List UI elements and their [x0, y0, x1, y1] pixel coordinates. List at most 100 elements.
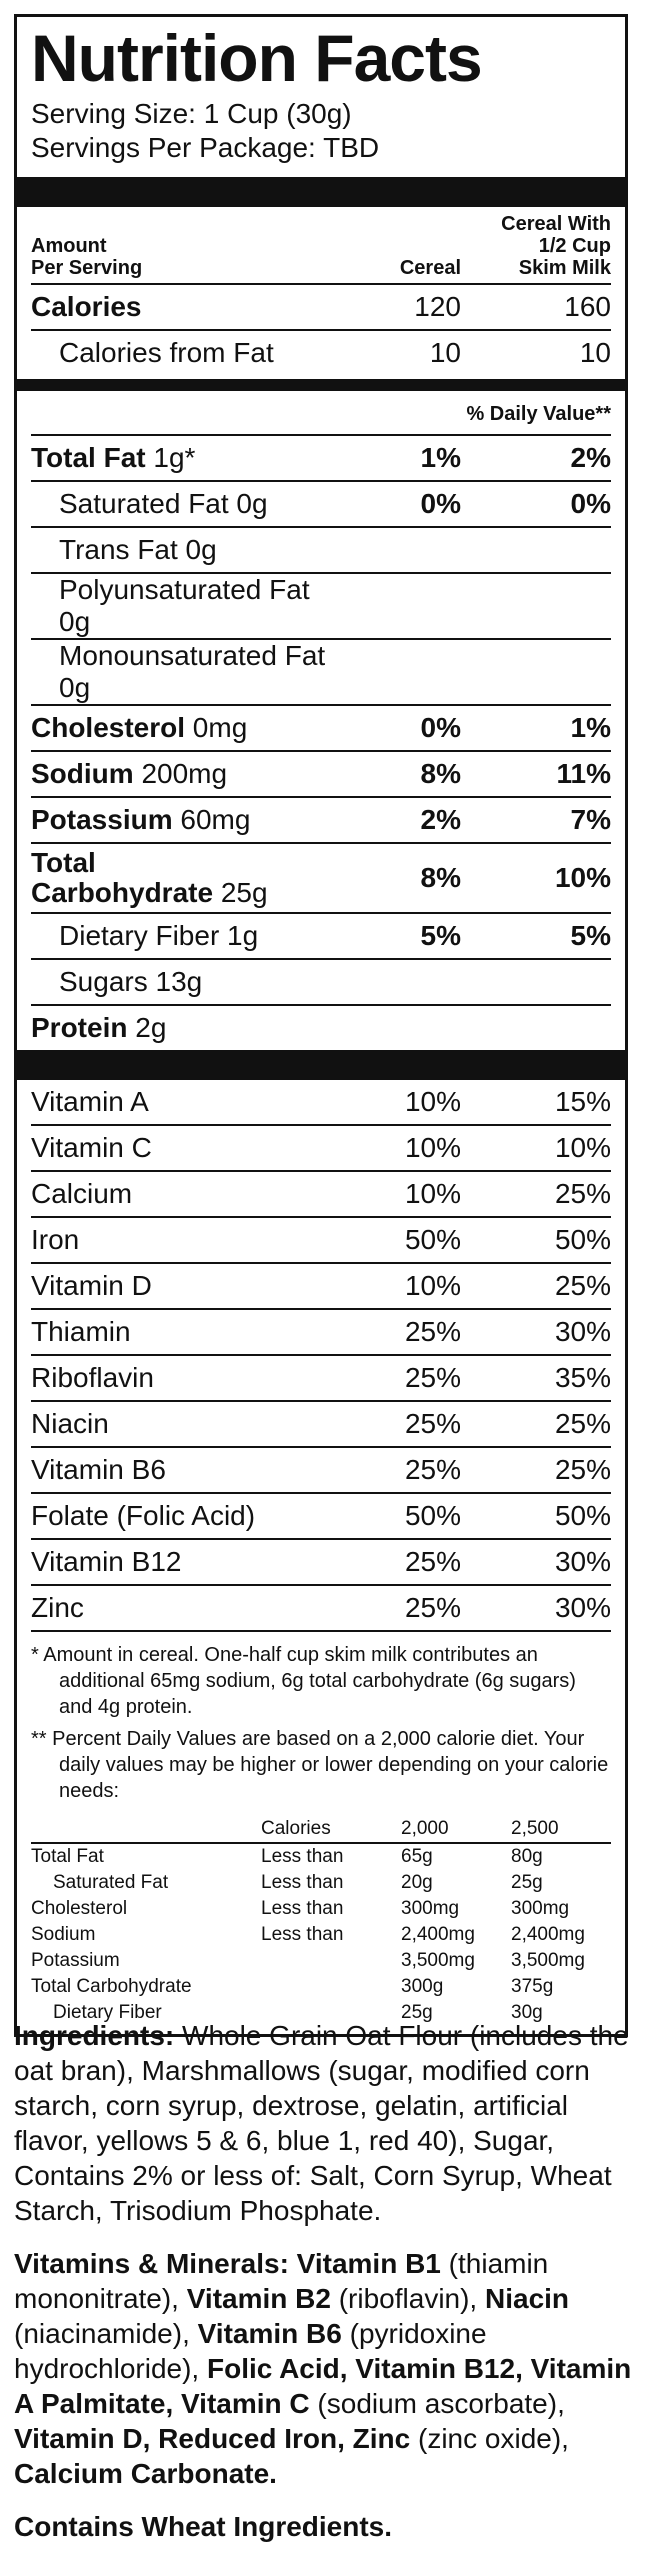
- dv-cell: 20g: [401, 1872, 433, 1893]
- header-col2-line1: Cereal With: [501, 213, 611, 235]
- nutrient-dv-cereal: 1%: [420, 442, 461, 473]
- vitamin-dv-milk: 25%: [554, 1270, 611, 1301]
- dv-head-cell: 2,000: [401, 1816, 511, 1844]
- nutrient-label: Polyunsaturated Fat 0g: [59, 574, 310, 637]
- dv-cell: 2,400mg: [511, 1924, 585, 1945]
- vitamin-dv-milk: 35%: [554, 1362, 611, 1393]
- nutrient-name: Potassium 60mg: [31, 804, 341, 836]
- nutrient-label: Monounsaturated Fat 0g: [59, 640, 326, 703]
- dv-head-cell: 2,500: [511, 1816, 611, 1844]
- vitamin-dv-milk: 30%: [554, 1592, 611, 1623]
- vitamin-dv-cereal: 10%: [404, 1132, 461, 1163]
- vitamin-name: Vitamin B12: [31, 1546, 182, 1577]
- header-cereal: Cereal: [399, 257, 461, 279]
- dv-cell: Dietary Fiber: [53, 2002, 162, 2023]
- nutrient-label: Trans Fat 0g: [59, 534, 217, 565]
- dv-cell: Less than: [261, 1924, 344, 1945]
- header-amount: Amount: [31, 235, 107, 257]
- divider-thick: [17, 177, 625, 207]
- vitamin-row: Riboflavin 25% 35%: [31, 1356, 611, 1402]
- nutrient-label: Cholesterol: [31, 712, 186, 743]
- vitamin-dv-cereal: 25%: [404, 1408, 461, 1439]
- header-col2-line2: 1/2 Cup: [538, 235, 611, 257]
- vitamin-name: Thiamin: [31, 1316, 131, 1347]
- vitamin-dv-milk: 50%: [554, 1224, 611, 1255]
- nutrient-row: Saturated Fat 0g 0% 0%: [31, 482, 611, 528]
- vm-bold: Calcium Carbonate.: [14, 2458, 277, 2489]
- vm-text: (thiamin mononitrate),: [14, 2248, 549, 2314]
- vm-bold: Vitamin B6: [197, 2318, 342, 2349]
- dv-table-row: Dietary Fiber 25g 30g: [31, 2000, 611, 2026]
- column-header: Amount Per Serving Cereal Cereal With 1/…: [31, 213, 611, 285]
- nutrient-name: Cholesterol 0mg: [31, 712, 341, 744]
- vitamin-dv-cereal: 25%: [404, 1546, 461, 1577]
- dv-cell: 25g: [401, 2002, 433, 2023]
- calories-milk: 160: [564, 291, 611, 322]
- daily-values-table: Calories 2,000 2,500 Total Fat Less than 65g 8…: [31, 1816, 611, 2026]
- vitamin-dv-cereal: 25%: [404, 1362, 461, 1393]
- nutrient-list: Total Fat 1g* 1% 2% Saturated Fat 0g 0% 0% Tra…: [31, 436, 611, 1050]
- vitamin-row: Folate (Folic Acid) 50% 50%: [31, 1494, 611, 1540]
- calories-fat-label: Calories from Fat: [59, 337, 274, 368]
- calories-label: Calories: [31, 291, 142, 322]
- vitamin-name: Vitamin B6: [31, 1454, 166, 1485]
- nutrient-row: Total Carbohydrate 25g 8% 10%: [31, 844, 611, 914]
- nutrient-label: Sugars 13g: [59, 966, 203, 997]
- vitamin-dv-cereal: 50%: [404, 1500, 461, 1531]
- nutrient-name: Monounsaturated Fat 0g: [31, 640, 341, 704]
- dv-table-row: Saturated Fat Less than 20g 25g: [31, 1870, 611, 1896]
- nutrient-label: Saturated Fat 0g: [59, 488, 268, 519]
- vitamin-name: Vitamin A: [31, 1086, 149, 1117]
- vitamin-list: Vitamin A 10% 15% Vitamin C 10% 10% Calcium 10%…: [31, 1080, 611, 1632]
- vitamin-row: Vitamin D 10% 25%: [31, 1264, 611, 1310]
- nutrient-name: Sugars 13g: [31, 966, 341, 998]
- nutrient-amount: 2g: [127, 1012, 167, 1043]
- servings-per-package: Servings Per Package: TBD: [31, 132, 380, 163]
- dv-cell: Potassium: [31, 1950, 120, 1971]
- divider-thick-vitamins: [17, 1050, 625, 1080]
- dv-table-row: Sodium Less than 2,400mg 2,400mg: [31, 1922, 611, 1948]
- dv-cell: 300g: [401, 1976, 444, 1997]
- dv-head-cell: [31, 1816, 261, 1844]
- nutrient-name: Total Fat 1g*: [31, 442, 341, 474]
- dv-cell: 65g: [401, 1846, 433, 1867]
- vm-text: (sodium ascorbate),: [309, 2388, 565, 2419]
- vitamin-dv-cereal: 50%: [404, 1224, 461, 1255]
- vitamin-name: Vitamin C: [31, 1132, 152, 1163]
- vitamin-row: Thiamin 25% 30%: [31, 1310, 611, 1356]
- dv-cell: Less than: [261, 1846, 344, 1867]
- vm-bold: Vitamins & Minerals: Vitamin B1: [14, 2248, 441, 2279]
- vitamin-name: Folate (Folic Acid): [31, 1500, 256, 1531]
- dv-cell: 80g: [511, 1846, 543, 1867]
- vitamin-dv-milk: 30%: [554, 1546, 611, 1577]
- dv-cell: 30g: [511, 2002, 543, 2023]
- nutrient-row: Polyunsaturated Fat 0g: [31, 574, 611, 640]
- ingredients-text: Whole Grain Oat Flour (includes the oat …: [14, 2020, 629, 2226]
- dv-cell: 3,500mg: [401, 1950, 475, 1971]
- dv-cell: 375g: [511, 1976, 554, 1997]
- allergen-text: Contains Wheat Ingredients.: [14, 2511, 393, 2542]
- nutrient-row: Dietary Fiber 1g 5% 5%: [31, 914, 611, 960]
- dv-cell: Less than: [261, 1898, 344, 1919]
- header-per-serving: Per Serving: [31, 257, 143, 279]
- dv-cell: Saturated Fat: [53, 1872, 169, 1893]
- footnote-milk: * Amount in cereal. One-half cup skim mi…: [31, 1644, 576, 1718]
- vitamin-dv-milk: 10%: [554, 1132, 611, 1163]
- vitamin-row: Calcium 10% 25%: [31, 1172, 611, 1218]
- vitamin-row: Vitamin B12 25% 30%: [31, 1540, 611, 1586]
- nutrient-label: Protein: [31, 1012, 128, 1043]
- nutrient-dv-milk: 5%: [570, 920, 611, 951]
- allergen-statement: Contains Wheat Ingredients.: [14, 2509, 634, 2544]
- nutrient-dv-cereal: 0%: [420, 712, 461, 743]
- nutrient-name: Sodium 200mg: [31, 758, 341, 790]
- vitamin-dv-milk: 25%: [554, 1454, 611, 1485]
- nutrient-amount: 1g*: [145, 442, 196, 473]
- vitamin-name: Vitamin D: [31, 1270, 152, 1301]
- vitamin-name: Niacin: [31, 1408, 109, 1439]
- nutrient-dv-milk: 1%: [570, 712, 611, 743]
- nutrient-name: Polyunsaturated Fat 0g: [31, 574, 341, 638]
- calories-fat-milk: 10: [579, 337, 611, 368]
- nutrient-amount: 200mg: [133, 758, 228, 789]
- vitamin-dv-cereal: 25%: [404, 1592, 461, 1623]
- nutrient-label: Total Fat: [31, 442, 146, 473]
